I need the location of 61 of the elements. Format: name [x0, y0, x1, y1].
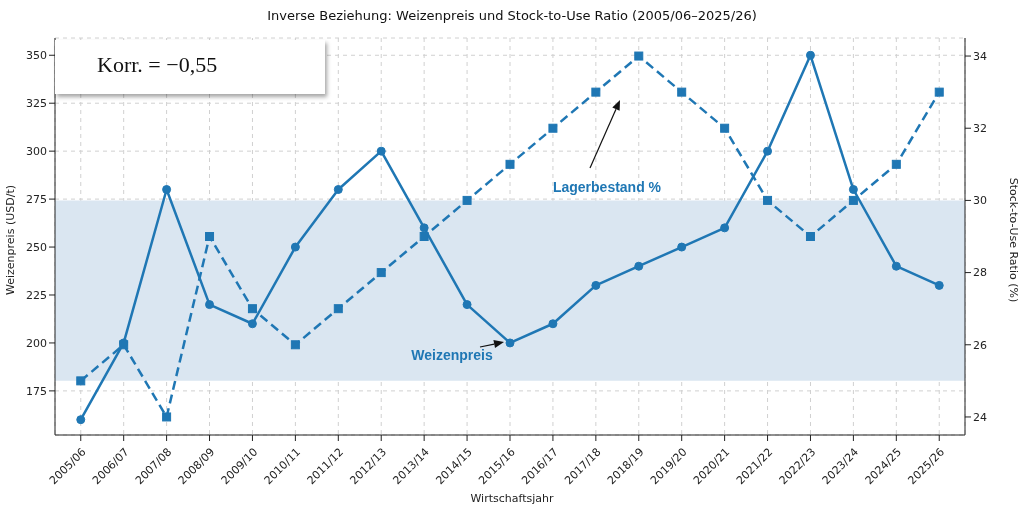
text: Lagerbestand % [551, 179, 663, 195]
y2-tick-label: 32 [973, 122, 987, 136]
point [805, 50, 815, 60]
chart-title: Inverse Beziehung: Weizenpreis und Stock-to-Use Ratio (2005/06–2025/26) [266, 8, 758, 23]
point [247, 319, 257, 329]
point [720, 223, 730, 233]
y2-tick-label: 34 [973, 49, 987, 63]
point [677, 87, 687, 97]
y-tick-label: 275 [26, 193, 47, 207]
y-tick-label: 225 [26, 288, 47, 302]
point [634, 51, 644, 61]
y2-tick-label: 30 [973, 194, 987, 208]
point [763, 195, 773, 205]
point [505, 159, 515, 169]
y2-axis-title: Stock-to-Use Ratio (%) [1006, 176, 1021, 305]
y-tick-label: 350 [26, 49, 47, 63]
point [677, 242, 687, 252]
y-tick-label: 325 [26, 97, 47, 111]
point [891, 159, 901, 169]
y2-tick-label: 28 [973, 266, 987, 280]
point [76, 415, 86, 425]
point [419, 223, 429, 233]
y-tick-label: 175 [26, 384, 47, 398]
x-axis-title: Wirtschaftsjahr [469, 492, 555, 505]
point [376, 268, 386, 278]
point [848, 185, 858, 195]
point [205, 232, 215, 241]
y-axis-title: Weizenpreis (USD/t) [3, 184, 18, 297]
point [162, 412, 172, 422]
point [548, 123, 558, 133]
point [934, 280, 944, 290]
point [634, 261, 644, 271]
point [763, 146, 773, 156]
y2-tick-label: 26 [973, 338, 987, 352]
y-tick-label: 200 [26, 336, 47, 350]
y-tick-label: 250 [26, 240, 47, 254]
point [720, 123, 730, 133]
point [333, 304, 343, 314]
point [162, 185, 172, 195]
point [591, 280, 601, 290]
point [333, 185, 343, 195]
point [205, 300, 215, 310]
point [462, 300, 472, 310]
y2-tick-label: 24 [973, 410, 987, 424]
point [290, 242, 300, 252]
point [462, 195, 472, 205]
point [290, 340, 300, 350]
text-box: Korr. = −0,55 [55, 40, 325, 94]
point [805, 232, 815, 241]
point [247, 304, 257, 314]
y-tick-label: 300 [26, 145, 47, 159]
point [548, 319, 558, 329]
point [76, 376, 86, 386]
point [891, 261, 901, 271]
point [505, 338, 515, 348]
point [376, 146, 386, 156]
point [591, 87, 601, 97]
point [848, 195, 858, 205]
point [934, 87, 944, 97]
point [419, 232, 429, 241]
series-label: Weizenpreis [410, 347, 494, 363]
